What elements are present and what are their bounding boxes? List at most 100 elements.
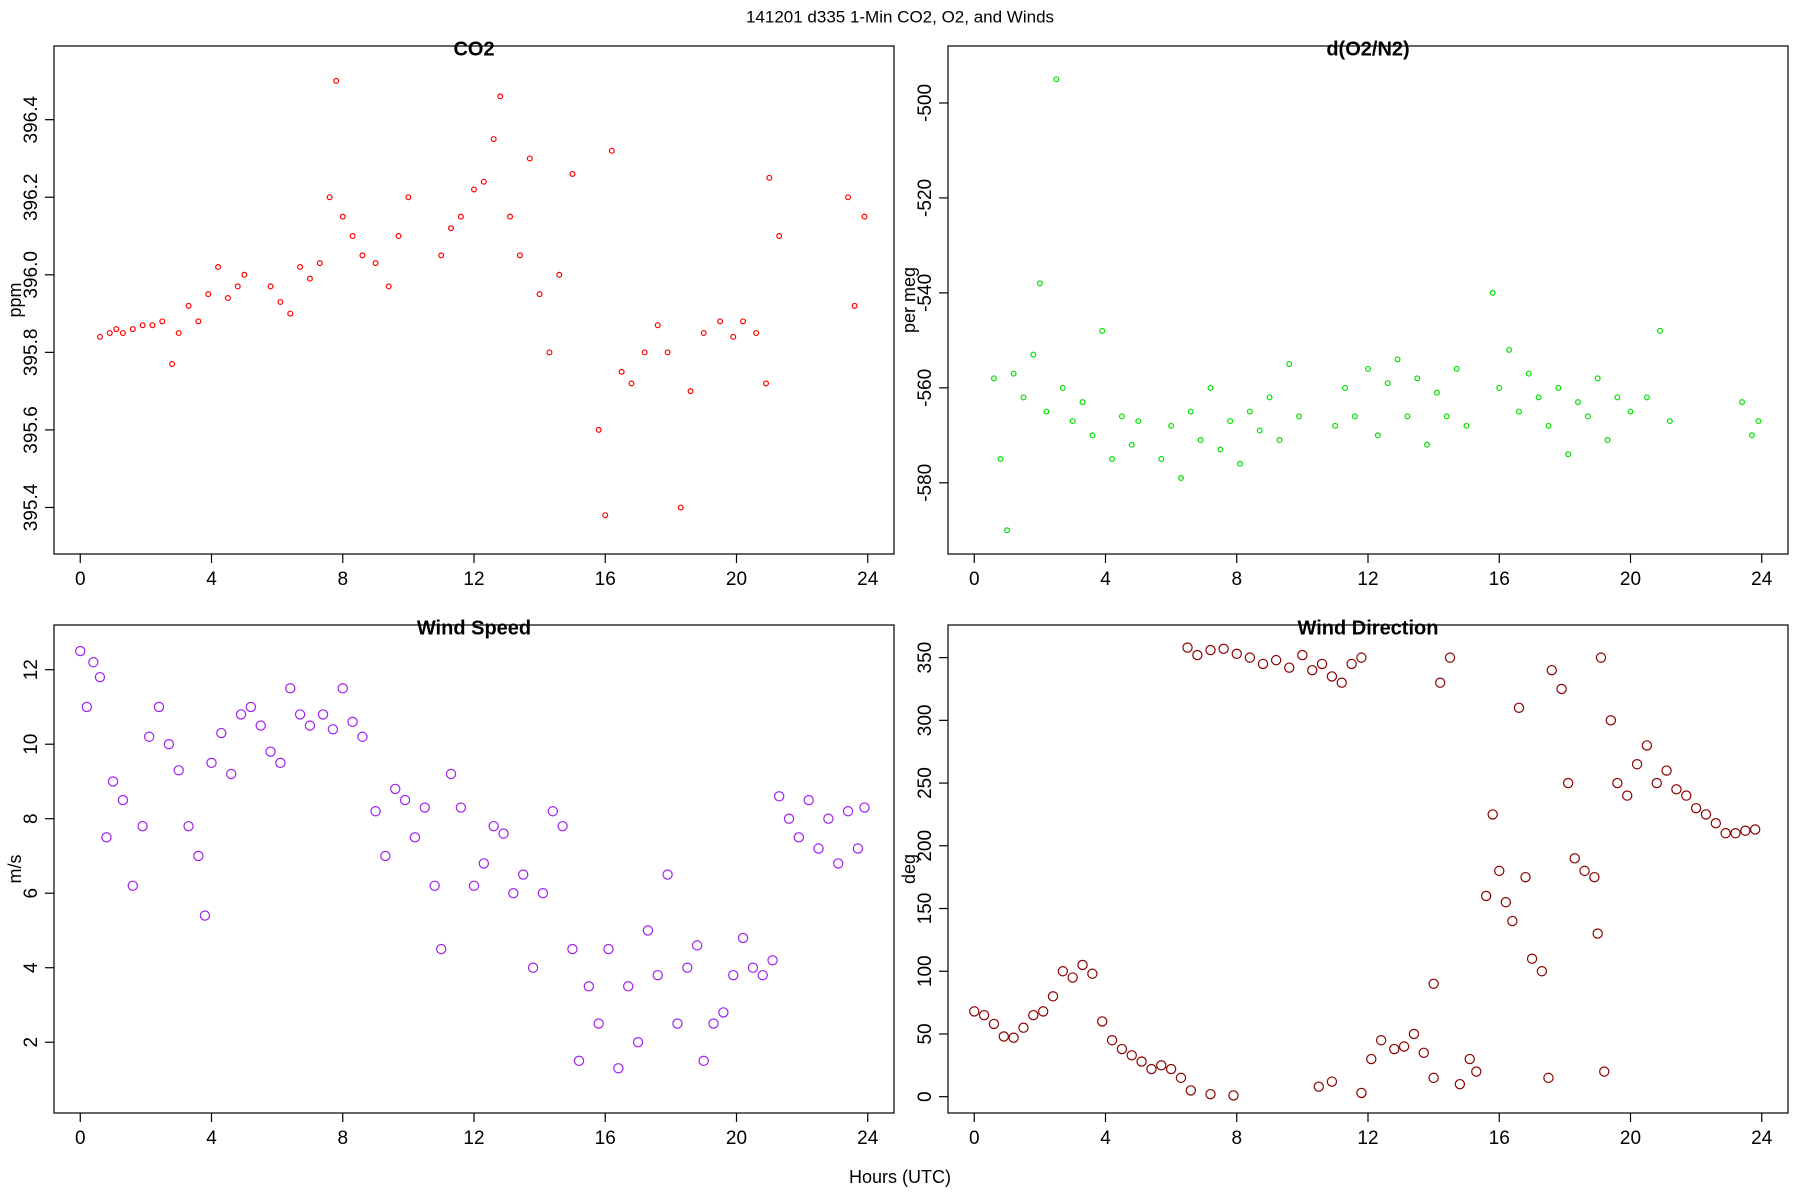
data-point bbox=[316, 260, 323, 267]
data-point bbox=[380, 850, 391, 862]
data-point bbox=[1192, 649, 1203, 661]
data-point bbox=[275, 757, 286, 769]
data-point bbox=[372, 260, 379, 267]
x-tick-label: 16 bbox=[1489, 1128, 1510, 1149]
data-point bbox=[448, 225, 455, 232]
data-point bbox=[508, 888, 519, 899]
data-point bbox=[1067, 972, 1078, 983]
data-point bbox=[1207, 384, 1214, 391]
y-tick-label: -520 bbox=[915, 179, 936, 217]
data-point bbox=[602, 512, 609, 519]
data-point bbox=[1651, 777, 1662, 789]
x-axis-label: Hours (UTC) bbox=[849, 1167, 951, 1187]
x-tick-label: 0 bbox=[75, 1128, 86, 1149]
y-tick-label: 395.6 bbox=[21, 406, 42, 454]
data-point bbox=[326, 194, 333, 201]
data-point bbox=[1146, 1063, 1157, 1075]
data-point bbox=[1453, 365, 1460, 372]
data-point bbox=[823, 813, 834, 824]
data-point bbox=[294, 709, 306, 720]
data-point bbox=[1589, 871, 1600, 883]
data-point bbox=[1428, 978, 1439, 989]
data-point bbox=[1109, 456, 1116, 463]
data-point bbox=[1720, 828, 1731, 839]
data-point bbox=[793, 832, 805, 843]
data-point bbox=[1136, 1056, 1147, 1067]
data-point bbox=[518, 869, 529, 880]
data-point bbox=[1135, 418, 1142, 425]
data-point bbox=[1641, 740, 1653, 751]
data-point bbox=[1228, 1090, 1239, 1101]
y-tick-label: 0 bbox=[915, 1091, 936, 1102]
data-point bbox=[1326, 671, 1338, 682]
data-point bbox=[546, 349, 553, 356]
data-point bbox=[1443, 413, 1450, 420]
data-point bbox=[1316, 658, 1328, 670]
data-point bbox=[445, 768, 457, 780]
data-point bbox=[349, 233, 356, 240]
data-point bbox=[1666, 418, 1673, 425]
data-point bbox=[537, 888, 549, 899]
data-point bbox=[235, 709, 247, 720]
data-point bbox=[255, 720, 266, 731]
y-axis-label: ppm bbox=[5, 282, 25, 317]
y-tick-label: 396.4 bbox=[21, 95, 42, 143]
data-point bbox=[1351, 413, 1358, 420]
data-point bbox=[205, 291, 212, 298]
data-point bbox=[1106, 1035, 1118, 1046]
x-tick-label: 4 bbox=[206, 1128, 217, 1149]
data-point bbox=[199, 910, 211, 921]
data-point bbox=[399, 794, 411, 806]
data-point bbox=[1740, 825, 1751, 836]
data-point bbox=[1556, 683, 1567, 695]
data-point bbox=[583, 981, 595, 992]
data-point bbox=[471, 186, 478, 193]
data-point bbox=[1126, 1050, 1137, 1061]
data-point bbox=[1592, 928, 1603, 939]
data-point bbox=[435, 943, 447, 955]
data-point bbox=[1569, 853, 1580, 864]
data-point bbox=[536, 291, 543, 298]
data-point bbox=[1266, 394, 1273, 401]
data-point bbox=[595, 426, 602, 433]
y-tick-label: 350 bbox=[915, 642, 936, 674]
x-tick-label: 4 bbox=[1100, 1128, 1111, 1149]
data-point bbox=[1605, 715, 1617, 726]
data-point bbox=[1424, 441, 1431, 448]
data-point bbox=[783, 813, 795, 824]
data-point bbox=[747, 962, 759, 973]
data-point bbox=[603, 943, 614, 955]
data-point bbox=[507, 213, 514, 220]
x-tick-label: 4 bbox=[206, 569, 217, 590]
data-point bbox=[245, 701, 257, 713]
data-point bbox=[813, 843, 824, 854]
data-point bbox=[763, 380, 770, 387]
data-point bbox=[1177, 475, 1184, 482]
x-tick-label: 24 bbox=[1751, 1128, 1773, 1149]
data-point bbox=[1205, 644, 1216, 656]
data-point bbox=[1612, 777, 1623, 789]
data-point bbox=[1545, 422, 1552, 429]
data-point bbox=[567, 943, 578, 955]
y-tick-label: 10 bbox=[21, 734, 42, 755]
data-point bbox=[1414, 375, 1421, 382]
data-point bbox=[1099, 327, 1106, 334]
y-tick-label: 2 bbox=[21, 1037, 42, 1048]
data-point bbox=[337, 683, 348, 694]
data-point bbox=[339, 213, 346, 220]
data-point bbox=[1231, 648, 1242, 660]
data-point bbox=[1030, 351, 1037, 358]
data-point bbox=[347, 716, 358, 728]
data-point bbox=[859, 802, 870, 813]
data-point bbox=[1276, 437, 1283, 444]
data-point bbox=[1749, 824, 1761, 835]
data-point bbox=[1604, 437, 1611, 444]
y-tick-label: 4 bbox=[21, 962, 42, 973]
data-point bbox=[1237, 460, 1244, 467]
data-point bbox=[306, 275, 313, 282]
data-point bbox=[1631, 759, 1643, 770]
data-point bbox=[129, 326, 136, 333]
data-point bbox=[185, 302, 192, 309]
data-point bbox=[137, 820, 148, 832]
x-tick-label: 24 bbox=[857, 1128, 879, 1149]
